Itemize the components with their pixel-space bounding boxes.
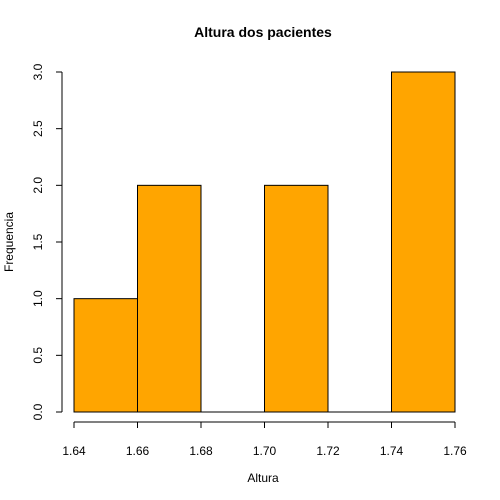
x-tick-label: 1.66 [126,444,150,458]
y-tick-label: 2.0 [31,177,45,194]
y-tick-label: 2.5 [31,120,45,137]
bars [73,71,456,413]
chart-title: Altura dos pacientes [194,24,332,40]
y-tick-label: 0.5 [31,347,45,364]
y-tick-label: 1.5 [31,233,45,250]
histogram-bar [264,184,329,413]
histogram-bar [73,298,138,413]
x-axis-label: Altura [247,471,279,485]
y-tick-label: 1.0 [31,290,45,307]
histogram-bar [137,184,202,413]
y-axis-label: Frequencia [2,212,16,272]
x-axis: 1.64 1.66 1.68 1.70 1.72 1.74 1.76 [62,421,467,458]
x-tick-label: 1.74 [380,444,404,458]
x-tick-label: 1.76 [443,444,467,458]
y-axis: 0.0 0.5 1.0 1.5 2.0 2.5 3.0 [31,63,63,420]
y-tick-label: 3.0 [31,63,45,80]
x-tick-label: 1.72 [316,444,340,458]
x-tick-label: 1.68 [189,444,213,458]
x-tick-label: 1.70 [253,444,277,458]
x-tick-label: 1.64 [62,444,86,458]
y-tick-label: 0.0 [31,403,45,420]
histogram-bar [391,71,456,413]
